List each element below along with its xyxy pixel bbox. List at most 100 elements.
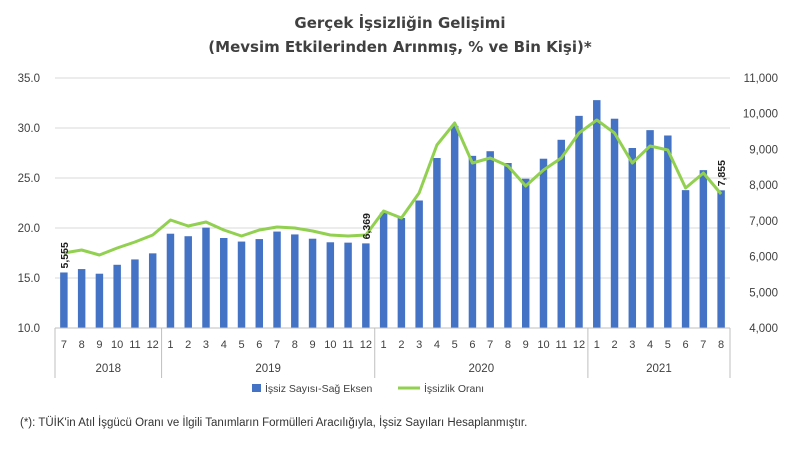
month-label: 9 (96, 339, 102, 351)
month-label: 11 (342, 339, 353, 351)
bar (699, 170, 708, 328)
right-tick-label: 4,000 (749, 323, 778, 335)
bar (291, 234, 299, 328)
line-path (63, 118, 723, 257)
bar (539, 158, 548, 328)
month-label: 8 (505, 339, 511, 351)
chart-subtitle: (Mevsim Etkilerinden Arınmış, % ve Bin K… (208, 38, 592, 56)
left-y-axis: 10.0 15.0 20.0 25.0 30.0 35.0 (18, 73, 40, 335)
bar (344, 242, 352, 328)
month-label: 8 (292, 339, 298, 351)
bar (593, 100, 601, 329)
year-label: 2018 (95, 363, 121, 375)
month-label: 11 (129, 339, 140, 351)
bar (220, 238, 228, 328)
footnote: (*): TÜİK'in Atıl İşgücü Oranı ve İlgili… (20, 416, 527, 429)
left-tick-label: 20.0 (18, 223, 40, 235)
right-tick-label: 5,000 (749, 287, 778, 299)
bar-series (60, 100, 725, 329)
right-tick-label: 11,000 (744, 73, 778, 85)
month-label: 5 (238, 339, 244, 351)
month-label: 4 (647, 339, 653, 351)
month-label: 8 (718, 339, 724, 351)
month-label: 3 (629, 339, 635, 351)
month-label: 12 (360, 339, 372, 351)
bar (60, 272, 68, 328)
bar (273, 231, 281, 328)
month-label: 6 (683, 339, 689, 351)
bar (557, 139, 565, 328)
right-tick-label: 10,000 (743, 109, 778, 121)
legend-bar-swatch (252, 384, 261, 392)
month-label: 1 (381, 339, 387, 351)
month-label: 5 (452, 339, 458, 351)
bar (379, 212, 388, 328)
month-label: 7 (700, 339, 706, 351)
month-label: 9 (310, 339, 316, 351)
month-label: 7 (274, 339, 280, 351)
legend-bar-label: İşsiz Sayısı-Sağ Eksen (265, 382, 373, 395)
bar (504, 163, 512, 328)
year-label: 2020 (469, 363, 495, 375)
left-tick-label: 30.0 (18, 123, 40, 135)
right-tick-label: 6,000 (749, 252, 778, 264)
left-tick-label: 35.0 (18, 73, 40, 85)
bar (486, 151, 494, 328)
right-y-axis: 4,000 5,000 6,000 7,000 8,000 9,000 10,000 11,0… (743, 73, 778, 335)
bar (362, 243, 370, 328)
value-annotation: 7,855 (716, 160, 728, 186)
bar (326, 242, 335, 328)
bar (166, 233, 175, 328)
month-label: 1 (594, 339, 600, 351)
month-label: 2 (611, 339, 617, 351)
year-label: 2019 (255, 363, 281, 375)
value-annotation: 5,555 (59, 242, 71, 268)
year-label: 2021 (646, 363, 672, 375)
month-label: 10 (324, 339, 336, 351)
bar (184, 236, 192, 328)
right-tick-label: 9,000 (749, 144, 778, 156)
month-label: 2 (185, 339, 191, 351)
chart-title: Gerçek İşsizliğin Gelişimi (294, 13, 505, 32)
month-label: 3 (416, 339, 422, 351)
month-label: 12 (573, 339, 585, 351)
month-label: 7 (487, 339, 493, 351)
bar (610, 118, 619, 328)
right-tick-label: 8,000 (749, 180, 778, 192)
x-axis: 7 8 9 10 11 12 1 2 3 4 5 6 7 8 9 10 11 12 1 2 3 4 5 6 7 8 9 10 11 12 1… (54, 327, 731, 378)
bar (646, 130, 654, 328)
month-label: 5 (665, 339, 671, 351)
bar (717, 190, 725, 328)
month-label: 8 (79, 339, 85, 351)
month-label: 1 (167, 339, 173, 351)
bar (681, 190, 690, 328)
month-label: 11 (556, 339, 567, 351)
left-tick-label: 15.0 (18, 273, 40, 285)
bar (415, 200, 423, 328)
month-label: 10 (537, 339, 549, 351)
month-label: 6 (256, 339, 262, 351)
month-label: 7 (61, 339, 67, 351)
month-label: 10 (111, 339, 123, 351)
month-label: 9 (523, 339, 529, 351)
bar (450, 125, 459, 328)
bar (95, 273, 104, 328)
bar (202, 227, 210, 328)
month-label: 4 (434, 339, 440, 351)
bar (237, 241, 246, 328)
bar (628, 148, 637, 328)
bar (148, 253, 157, 328)
right-tick-label: 7,000 (749, 216, 778, 228)
left-tick-label: 10.0 (18, 323, 40, 335)
legend: İşsiz Sayısı-Sağ Eksen İşsizlik Oranı (252, 382, 484, 395)
bar (664, 135, 672, 328)
line-series (63, 118, 723, 257)
bar (255, 239, 264, 328)
month-label: 3 (203, 339, 209, 351)
month-label: 4 (221, 339, 227, 351)
month-label: 2 (398, 339, 404, 351)
bar (433, 158, 441, 328)
bar (77, 269, 86, 328)
left-tick-label: 25.0 (18, 173, 40, 185)
